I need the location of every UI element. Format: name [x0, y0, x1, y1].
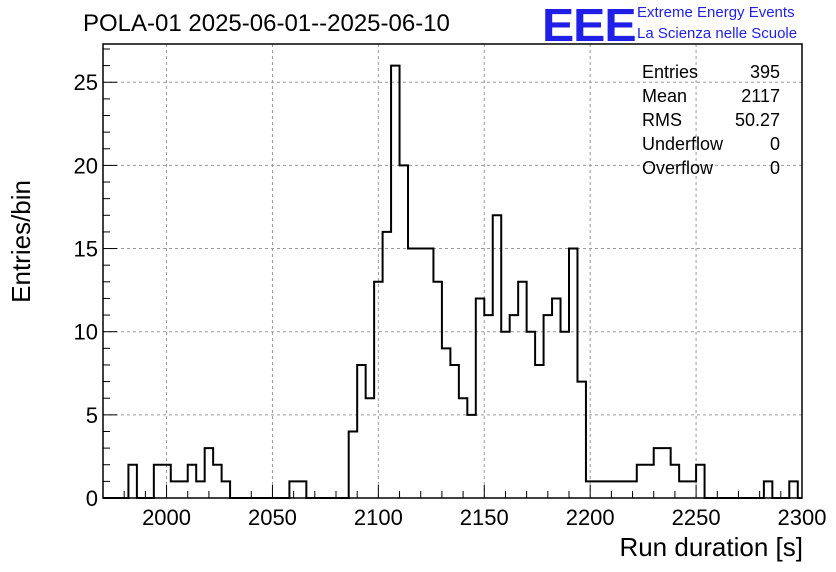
- x-tick-label: 2150: [460, 505, 509, 530]
- histogram-bin: [467, 415, 475, 498]
- histogram-bin: [188, 465, 196, 498]
- y-axis-label: Entries/bin: [6, 180, 36, 303]
- histogram-bin: [552, 298, 560, 498]
- y-tick-label: 5: [86, 403, 98, 428]
- histogram-bin: [662, 448, 670, 498]
- stat-label: RMS: [642, 110, 682, 130]
- histogram-bin: [416, 249, 424, 498]
- histogram-bin: [366, 398, 374, 498]
- histogram-bin: [518, 282, 526, 498]
- stat-row-entries: Entries 395: [642, 60, 780, 84]
- histogram-bin: [535, 365, 543, 498]
- histogram-bin: [171, 481, 179, 498]
- grid-lines: [103, 44, 802, 498]
- stat-label: Entries: [642, 62, 699, 82]
- histogram-bin: [603, 481, 611, 498]
- histogram-bin: [611, 481, 619, 498]
- x-tick-label: 2250: [672, 505, 721, 530]
- histogram-bin: [298, 481, 306, 498]
- stat-label: Underflow: [642, 134, 724, 154]
- stat-value: 0: [769, 134, 780, 154]
- chart-title: POLA-01 2025-06-01--2025-06-10: [83, 10, 450, 37]
- stat-value: 50.27: [734, 110, 780, 130]
- histogram-bin: [679, 481, 687, 498]
- y-tick-label: 0: [86, 486, 98, 511]
- y-tick-label: 15: [74, 237, 98, 262]
- histogram-bin: [425, 249, 433, 498]
- histogram-bin: [391, 66, 399, 498]
- stat-value: 395: [749, 62, 780, 82]
- stat-label: Overflow: [642, 158, 714, 178]
- histogram-bin: [383, 232, 391, 498]
- tick-labels: 2000 2050 2100 2150 2200 2250 2300 0 5 10 15 20 25: [74, 70, 827, 530]
- stat-value: 2117: [741, 86, 780, 106]
- x-tick-label: 2050: [248, 505, 297, 530]
- x-tick-label: 2200: [566, 505, 615, 530]
- eee-logo: EEE: [542, 0, 637, 51]
- histogram-bin: [654, 448, 662, 498]
- histogram-bin: [196, 481, 204, 498]
- histogram-bin: [408, 249, 416, 498]
- stat-label: Mean: [642, 86, 688, 106]
- stat-row-overflow: Overflow 0: [642, 156, 780, 180]
- axis-ticks: [102, 48, 803, 499]
- histogram-bin: [510, 315, 518, 498]
- histogram-bin: [569, 249, 577, 498]
- histogram-bin: [544, 315, 552, 498]
- stats-box: Entries 395 Mean 2117 RMS 50.27 Underflo…: [642, 60, 780, 180]
- histogram-bin: [688, 481, 696, 498]
- histogram-bin: [433, 282, 441, 498]
- histogram-bin: [620, 481, 628, 498]
- histogram-series: [103, 64, 802, 499]
- plot-frame: [102, 43, 803, 499]
- histogram-bin: [493, 215, 501, 498]
- histogram-bin: [484, 315, 492, 498]
- eee-logo-line1: Extreme Energy Events: [637, 4, 795, 21]
- histogram-bin: [696, 465, 704, 498]
- histogram-bin: [450, 365, 458, 498]
- histogram-bin: [577, 382, 585, 498]
- histogram-bin: [222, 481, 230, 498]
- stat-row-mean: Mean 2117: [642, 84, 780, 108]
- histogram-bin: [213, 465, 221, 498]
- x-tick-label: 2000: [142, 505, 191, 530]
- histogram-bin: [357, 365, 365, 498]
- histogram-bin: [476, 298, 484, 498]
- histogram-outline: [103, 64, 802, 499]
- histogram-bin: [128, 465, 136, 498]
- histogram-bin: [154, 465, 162, 498]
- x-tick-label: 2300: [778, 505, 827, 530]
- histogram-bin: [764, 481, 772, 498]
- histogram-bin: [442, 348, 450, 498]
- histogram-bin: [789, 481, 797, 498]
- y-tick-label: 20: [74, 153, 98, 178]
- histogram-bin: [349, 431, 357, 498]
- histogram-bin: [594, 481, 602, 498]
- y-tick-label: 25: [74, 70, 98, 95]
- stat-value: 0: [769, 158, 780, 178]
- histogram-bin: [179, 481, 187, 498]
- stat-row-underflow: Underflow 0: [642, 132, 780, 156]
- histogram-bin: [205, 448, 213, 498]
- x-tick-label: 2100: [354, 505, 403, 530]
- histogram-bin: [637, 465, 645, 498]
- x-axis-label: Run duration [s]: [619, 532, 803, 562]
- eee-logo-line2: La Scienza nelle Scuole: [637, 25, 798, 42]
- stat-row-rms: RMS 50.27: [642, 108, 780, 132]
- y-tick-label: 10: [74, 320, 98, 345]
- histogram-bin: [645, 465, 653, 498]
- histogram-bin: [459, 398, 467, 498]
